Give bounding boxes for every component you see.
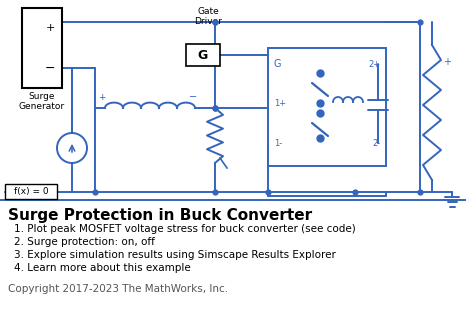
Text: Surge
Generator: Surge Generator [19,92,65,111]
Text: 1. Plot peak MOSFET voltage stress for buck converter (see code): 1. Plot peak MOSFET voltage stress for b… [14,224,356,234]
Text: 2. Surge protection: on, off: 2. Surge protection: on, off [14,237,155,247]
Text: 2-: 2- [373,138,381,147]
Text: G: G [198,49,208,62]
Text: −: − [45,62,55,74]
Bar [22,8,62,88]
Text: f(x) = 0: f(x) = 0 [14,187,48,196]
Text: 2+: 2+ [369,60,381,69]
Text: 3. Explore simulation results using Simscape Results Explorer: 3. Explore simulation results using Sims… [14,250,336,260]
Bar [186,44,220,66]
Text: Gate
Driver: Gate Driver [194,6,222,26]
Text: 1-: 1- [274,138,282,147]
Text: +: + [45,23,55,33]
Text: G: G [274,59,281,69]
Text: 4. Learn more about this example: 4. Learn more about this example [14,263,191,273]
Text: Surge Protection in Buck Converter: Surge Protection in Buck Converter [8,208,312,223]
Text: 1+: 1+ [274,99,286,108]
Text: Copyright 2017-2023 The MathWorks, Inc.: Copyright 2017-2023 The MathWorks, Inc. [8,284,228,294]
Text: −: − [189,92,197,102]
Text: +: + [98,93,105,102]
Bar [268,48,386,166]
Bar [5,184,57,199]
Text: +: + [443,57,451,67]
